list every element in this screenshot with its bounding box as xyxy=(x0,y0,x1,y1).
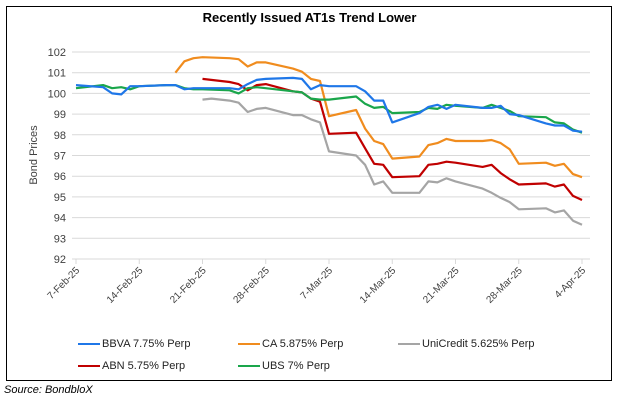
x-tick-label: 14-Mar-25 xyxy=(358,265,399,306)
legend-swatch xyxy=(78,343,100,345)
y-tick-label: 101 xyxy=(48,68,66,80)
legend-item-bbva: BBVA 7.75% Perp xyxy=(78,338,190,350)
y-axis-label: Bond Prices xyxy=(28,125,40,185)
y-tick-label: 93 xyxy=(54,233,66,245)
y-tick-label: 102 xyxy=(48,47,66,59)
y-tick-label: 92 xyxy=(54,254,66,266)
chart-title: Recently Issued AT1s Trend Lower xyxy=(202,10,417,25)
legend-label: BBVA 7.75% Perp xyxy=(102,338,191,350)
legend-label: UniCredit 5.625% Perp xyxy=(422,338,535,350)
y-tick-label: 98 xyxy=(54,130,66,142)
legend-item-ubs: UBS 7% Perp xyxy=(238,360,330,372)
legend-item-unicredit: UniCredit 5.625% Perp xyxy=(398,338,535,350)
series-line-bbva xyxy=(75,76,583,133)
series-line-unicredit xyxy=(202,97,583,226)
legend-swatch xyxy=(238,365,260,367)
series-lines xyxy=(75,56,583,226)
y-tick-label: 99 xyxy=(54,109,66,121)
y-tick-label: 94 xyxy=(54,213,66,225)
x-tick-label: 4-Apr-25 xyxy=(553,265,589,301)
y-tick-label: 100 xyxy=(48,88,66,100)
source-note: Source: BondbloX xyxy=(4,384,93,396)
x-tick-label: 21-Feb-25 xyxy=(168,265,209,306)
x-axis-ticks: 7-Feb-25 14-Feb-25 21-Feb-25 28-Feb-25 7-Mar… xyxy=(46,259,589,306)
x-tick-label: 14-Feb-25 xyxy=(105,265,146,306)
legend-label: UBS 7% Perp xyxy=(262,360,330,372)
series-line-ubs xyxy=(75,83,583,134)
series-line-abn xyxy=(202,77,583,202)
legend-swatch xyxy=(78,365,100,367)
y-tick-label: 95 xyxy=(54,192,66,204)
legend-item-ca: CA 5.875% Perp xyxy=(238,338,343,350)
legend-swatch xyxy=(238,343,260,345)
x-tick-label: 7-Mar-25 xyxy=(299,265,336,302)
x-tick-label: 21-Mar-25 xyxy=(421,265,462,306)
y-axis-ticks: 92 93 94 95 96 97 98 99 100 101 102 xyxy=(48,47,66,266)
legend-item-abn: ABN 5.75% Perp xyxy=(78,360,185,372)
x-tick-label: 28-Mar-25 xyxy=(484,265,525,306)
y-tick-label: 97 xyxy=(54,151,66,163)
legend-label: CA 5.875% Perp xyxy=(262,338,344,350)
legend-swatch xyxy=(398,343,420,345)
x-tick-label: 28-Feb-25 xyxy=(231,265,272,306)
legend-label: ABN 5.75% Perp xyxy=(102,360,186,372)
y-tick-label: 96 xyxy=(54,171,66,183)
chart-frame xyxy=(6,6,612,381)
x-tick-label: 7-Feb-25 xyxy=(46,265,83,302)
series-line-ca xyxy=(174,56,583,179)
